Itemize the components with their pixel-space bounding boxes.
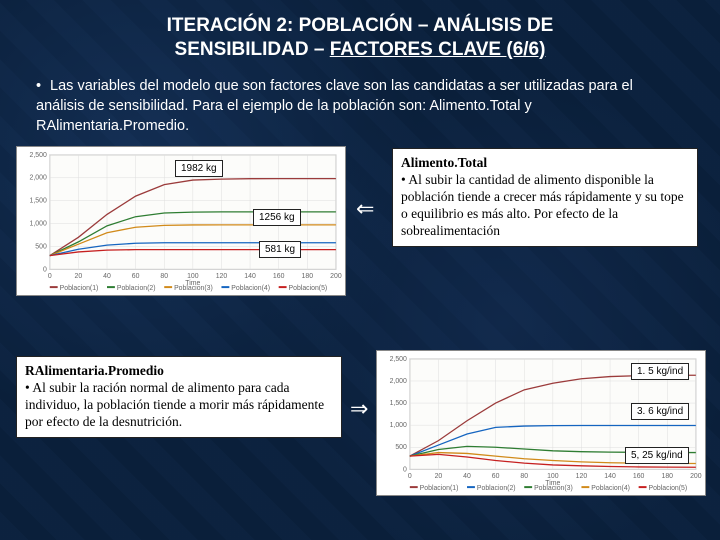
svg-text:200: 200 — [690, 474, 702, 481]
svg-text:140: 140 — [244, 274, 256, 281]
svg-text:40: 40 — [103, 274, 111, 281]
main-bullet-text: Las variables del modelo que son factore… — [36, 78, 633, 135]
svg-text:500: 500 — [395, 445, 407, 452]
chart-alimento-total: 05001,0001,5002,0002,5000204060801001201… — [16, 146, 346, 296]
title-line1: ITERACIÓN 2: POBLACIÓN – ANÁLISIS DE — [167, 15, 554, 36]
tb2-title: RAlimentaria.Promedio — [25, 363, 164, 378]
svg-text:60: 60 — [492, 474, 500, 481]
slide-title: ITERACIÓN 2: POBLACIÓN – ANÁLISIS DE SEN… — [0, 0, 720, 70]
svg-text:80: 80 — [160, 274, 168, 281]
tb1-title: Alimento.Total — [401, 155, 487, 170]
title-line2a: SENSIBILIDAD – — [175, 39, 330, 60]
main-bullet: • Las variables del modelo que son facto… — [0, 70, 720, 147]
svg-text:120: 120 — [576, 474, 588, 481]
svg-text:Poblacion(1): Poblacion(1) — [420, 485, 459, 492]
svg-text:180: 180 — [302, 274, 314, 281]
svg-text:Poblacion(3): Poblacion(3) — [534, 485, 573, 492]
svg-text:160: 160 — [273, 274, 285, 281]
svg-text:Poblacion(2): Poblacion(2) — [477, 485, 516, 492]
textbox-ralimentaria: RAlimentaria.Promedio • Al subir la raci… — [16, 356, 342, 438]
chart-annotation: 5, 25 kg/ind — [625, 447, 689, 464]
svg-text:Poblacion(3): Poblacion(3) — [174, 285, 213, 292]
svg-text:160: 160 — [633, 474, 645, 481]
svg-text:1,000: 1,000 — [30, 221, 47, 228]
textbox-alimento-total: Alimento.Total • Al subir la cantidad de… — [392, 148, 698, 246]
svg-text:2,000: 2,000 — [30, 175, 47, 182]
svg-text:80: 80 — [520, 474, 528, 481]
arrow-right-icon: ⇒ — [350, 396, 368, 422]
svg-text:20: 20 — [75, 274, 83, 281]
svg-text:60: 60 — [132, 274, 140, 281]
svg-text:180: 180 — [661, 474, 673, 481]
svg-text:Poblacion(1): Poblacion(1) — [60, 285, 99, 292]
chart-annotation: 3. 6 kg/ind — [631, 403, 689, 420]
svg-text:140: 140 — [604, 474, 616, 481]
svg-text:40: 40 — [463, 474, 471, 481]
chart-annotation: 1982 kg — [175, 160, 223, 177]
svg-text:Poblacion(2): Poblacion(2) — [117, 285, 156, 292]
svg-text:1,000: 1,000 — [390, 423, 407, 430]
svg-text:500: 500 — [35, 244, 47, 251]
svg-text:1,500: 1,500 — [390, 400, 407, 407]
svg-text:20: 20 — [435, 474, 443, 481]
svg-text:0: 0 — [408, 474, 412, 481]
svg-text:2,500: 2,500 — [30, 152, 47, 159]
svg-text:2,000: 2,000 — [390, 378, 407, 385]
chart-ralimentaria: 05001,0001,5002,0002,5000204060801001201… — [376, 350, 706, 496]
svg-text:Poblacion(5): Poblacion(5) — [649, 485, 688, 492]
arrow-left-icon: ⇐ — [356, 196, 374, 222]
svg-text:200: 200 — [330, 274, 342, 281]
tb2-body: Al subir la ración normal de alimento pa… — [25, 380, 324, 429]
svg-text:0: 0 — [43, 267, 47, 274]
chart-annotation: 581 kg — [259, 241, 301, 258]
svg-text:1,500: 1,500 — [30, 198, 47, 205]
chart-annotation: 1. 5 kg/ind — [631, 363, 689, 380]
svg-text:Poblacion(5): Poblacion(5) — [289, 285, 328, 292]
svg-text:2,500: 2,500 — [390, 356, 407, 363]
svg-text:Poblacion(4): Poblacion(4) — [231, 285, 270, 292]
svg-text:0: 0 — [403, 467, 407, 474]
svg-text:Poblacion(4): Poblacion(4) — [591, 485, 630, 492]
title-line2b: FACTORES CLAVE (6/6) — [330, 39, 546, 60]
svg-text:120: 120 — [216, 274, 228, 281]
chart-annotation: 1256 kg — [253, 209, 301, 226]
svg-text:0: 0 — [48, 274, 52, 281]
tb1-body: Al subir la cantidad de alimento disponi… — [401, 172, 684, 238]
